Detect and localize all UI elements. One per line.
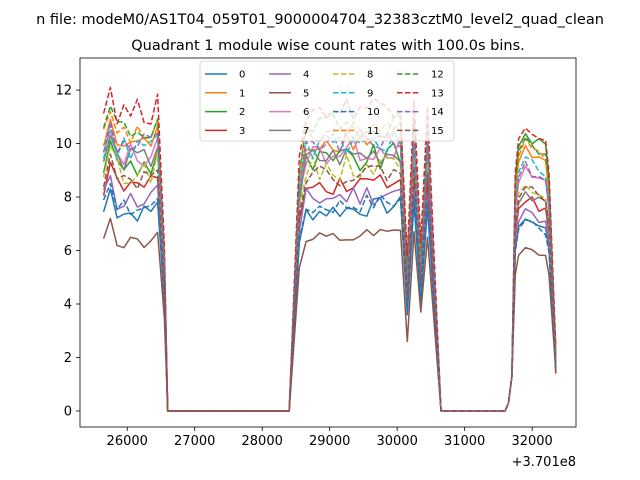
legend-label-13: 13	[431, 88, 444, 99]
x-tick-label: 28000	[242, 434, 283, 449]
legend-label-11: 11	[367, 126, 380, 137]
x-tick-label: 31000	[444, 434, 485, 449]
y-tick-label: 6	[64, 244, 72, 259]
legend-box	[199, 60, 455, 142]
legend-label-5: 5	[303, 88, 309, 99]
legend-label-1: 1	[239, 88, 245, 99]
legend-label-4: 4	[303, 70, 309, 81]
x-tick-label: 26000	[107, 434, 148, 449]
x-axis: 26000 27000 28000 29000 30000 31000 32000	[107, 427, 553, 449]
legend-label-10: 10	[367, 107, 380, 118]
x-offset-label: +3.701e8	[512, 455, 576, 470]
y-tick-label: 8	[64, 191, 72, 206]
y-axis: 0 2 4 6 8 10 12	[55, 84, 80, 419]
x-tick-label: 27000	[174, 434, 215, 449]
legend-label-15: 15	[431, 126, 444, 137]
y-tick-label: 12	[55, 84, 72, 99]
legend-label-14: 14	[431, 107, 444, 118]
legend-label-0: 0	[239, 70, 245, 81]
series-line-15	[102, 153, 557, 412]
x-tick-label: 30000	[376, 434, 417, 449]
y-tick-label: 4	[64, 298, 72, 313]
x-tick-label: 29000	[309, 434, 350, 449]
legend-label-12: 12	[431, 70, 444, 81]
legend-label-9: 9	[367, 88, 373, 99]
legend-label-7: 7	[303, 126, 309, 137]
chart-title: Quadrant 1 module wise count rates with …	[131, 38, 525, 54]
legend-label-2: 2	[239, 107, 245, 118]
y-tick-label: 2	[64, 351, 72, 366]
legend-label-3: 3	[239, 126, 245, 137]
legend-label-6: 6	[303, 107, 309, 118]
legend-label-8: 8	[367, 70, 373, 81]
chart-suptitle: n file: modeM0/AS1T04_059T01_9000004704_…	[36, 12, 604, 28]
y-tick-label: 0	[64, 404, 72, 419]
axes-frame	[79, 57, 577, 428]
y-tick-label: 10	[55, 137, 72, 152]
x-tick-label: 32000	[511, 434, 552, 449]
